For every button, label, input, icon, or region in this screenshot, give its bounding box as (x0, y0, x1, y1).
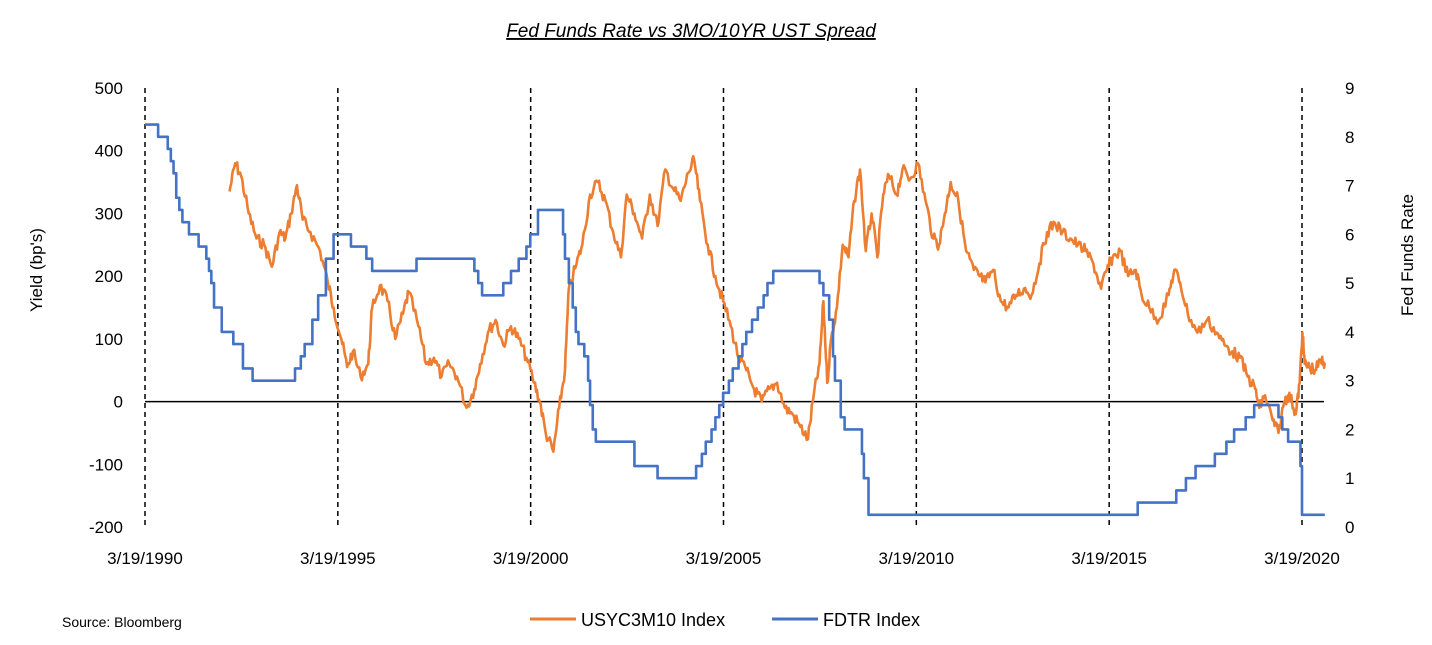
x-tick-label: 3/19/2000 (493, 549, 569, 568)
x-tick-label: 3/19/2010 (879, 549, 955, 568)
x-tick-label: 3/19/2015 (1071, 549, 1147, 568)
y2-tick-label: 1 (1345, 469, 1354, 488)
series-line-usyc3m10 (228, 154, 1327, 453)
y2-tick-label: 7 (1345, 177, 1354, 196)
x-tick-label: 3/19/2005 (686, 549, 762, 568)
y2-tick-label: 9 (1345, 79, 1354, 98)
legend: USYC3M10 Index FDTR Index (530, 610, 920, 630)
series-layer (145, 123, 1327, 517)
vertical-reference-lines (144, 88, 1303, 527)
y-tick-label: -100 (89, 455, 123, 474)
y-axis-label: Yield (bp's) (27, 228, 46, 312)
chart-title: Fed Funds Rate vs 3MO/10YR UST Spread (506, 21, 877, 42)
source-note: Source: Bloomberg (62, 614, 182, 630)
legend-label-usyc: USYC3M10 Index (581, 610, 725, 630)
y-tick-label: 500 (95, 79, 123, 98)
y-tick-label: 100 (95, 330, 123, 349)
y-tick-label: -200 (89, 518, 123, 537)
right-axis: 9 8 7 6 5 4 3 2 1 0 (1345, 79, 1354, 537)
y-tick-label: 300 (95, 204, 123, 223)
x-tick-label: 3/19/1995 (300, 549, 376, 568)
x-tick-label: 3/19/1990 (107, 549, 183, 568)
left-axis: 500 400 300 200 100 0 -100 -200 (89, 79, 123, 537)
y2-axis-label: Fed Funds Rate (1398, 194, 1417, 316)
x-tick-label: 3/19/2020 (1264, 549, 1340, 568)
y2-tick-label: 4 (1345, 323, 1354, 342)
y2-tick-label: 8 (1345, 128, 1354, 147)
x-axis: 3/19/1990 3/19/1995 3/19/2000 3/19/2005 3/19… (107, 549, 1340, 568)
y-tick-label: 400 (95, 142, 123, 161)
y-tick-label: 0 (114, 393, 123, 412)
y2-tick-label: 6 (1345, 225, 1354, 244)
y2-tick-label: 5 (1345, 274, 1354, 293)
y2-tick-label: 3 (1345, 372, 1354, 391)
legend-label-fdtr: FDTR Index (823, 610, 920, 630)
y2-tick-label: 2 (1345, 420, 1354, 439)
series-line-fdtr (145, 123, 1325, 517)
y-tick-label: 200 (95, 267, 123, 286)
y2-tick-label: 0 (1345, 518, 1354, 537)
